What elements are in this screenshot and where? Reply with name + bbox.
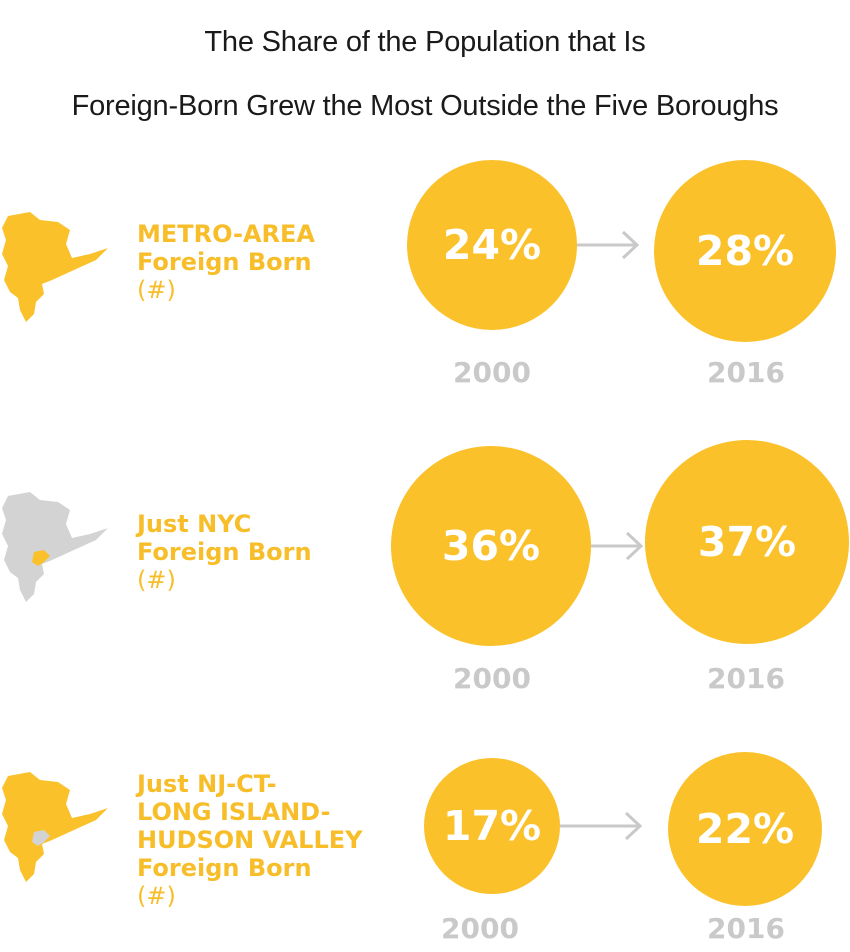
metro-area-map-icon <box>2 212 108 322</box>
label-unit: (#) <box>137 276 176 304</box>
year-label: 2016 <box>707 356 785 389</box>
year-label: 2000 <box>453 356 531 389</box>
bubble-2016: 22% <box>668 752 822 906</box>
label-line: Foreign Born <box>137 538 312 566</box>
label-unit: (#) <box>137 882 176 910</box>
row-label: Just NYC Foreign Born (#) <box>137 510 312 594</box>
bubble-2016: 37% <box>645 440 849 644</box>
value-label: 22% <box>695 805 795 853</box>
nyc-map-icon <box>2 492 108 602</box>
row-outside-nyc: Just NJ-CT- LONG ISLAND- HUDSON VALLEY F… <box>0 748 850 952</box>
label-unit: (#) <box>137 566 176 594</box>
label-line: Just NYC <box>137 510 252 538</box>
bubble-2000: 17% <box>424 758 560 894</box>
year-label: 2000 <box>441 912 519 945</box>
row-label: Just NJ-CT- LONG ISLAND- HUDSON VALLEY F… <box>137 770 363 910</box>
year-label: 2016 <box>707 912 785 945</box>
row-label: METRO-AREA Foreign Born (#) <box>137 220 315 304</box>
chart-title-line-1: The Share of the Population that Is <box>204 26 646 58</box>
year-label: 2016 <box>707 662 785 695</box>
value-label: 24% <box>442 221 542 269</box>
value-label: 17% <box>442 802 542 850</box>
chart-title-line-2: Foreign-Born Grew the Most Outside the F… <box>71 90 779 122</box>
value-label: 37% <box>697 518 797 566</box>
label-line: Foreign Born <box>137 248 312 276</box>
value-label: 36% <box>441 522 541 570</box>
label-line: HUDSON VALLEY <box>137 826 363 854</box>
arrow-right-icon <box>591 531 644 561</box>
row-just-nyc: Just NYC Foreign Born (#) 36% 37% 2000 2… <box>0 440 850 710</box>
arrow-right-icon <box>560 811 643 841</box>
label-line: METRO-AREA <box>137 220 315 248</box>
value-label: 28% <box>695 227 795 275</box>
arrow-right-icon <box>577 230 640 260</box>
bubble-2000: 24% <box>407 160 577 330</box>
bubble-2000: 36% <box>391 446 591 646</box>
label-line: Foreign Born <box>137 854 312 882</box>
label-line: Just NJ-CT- <box>137 770 277 798</box>
row-metro-area: METRO-AREA Foreign Born (#) 24% 28% 2000… <box>0 160 850 400</box>
label-line: LONG ISLAND- <box>137 798 331 826</box>
bubble-2016: 28% <box>654 160 836 342</box>
nj-ct-li-hv-map-icon <box>2 772 108 882</box>
year-label: 2000 <box>453 662 531 695</box>
